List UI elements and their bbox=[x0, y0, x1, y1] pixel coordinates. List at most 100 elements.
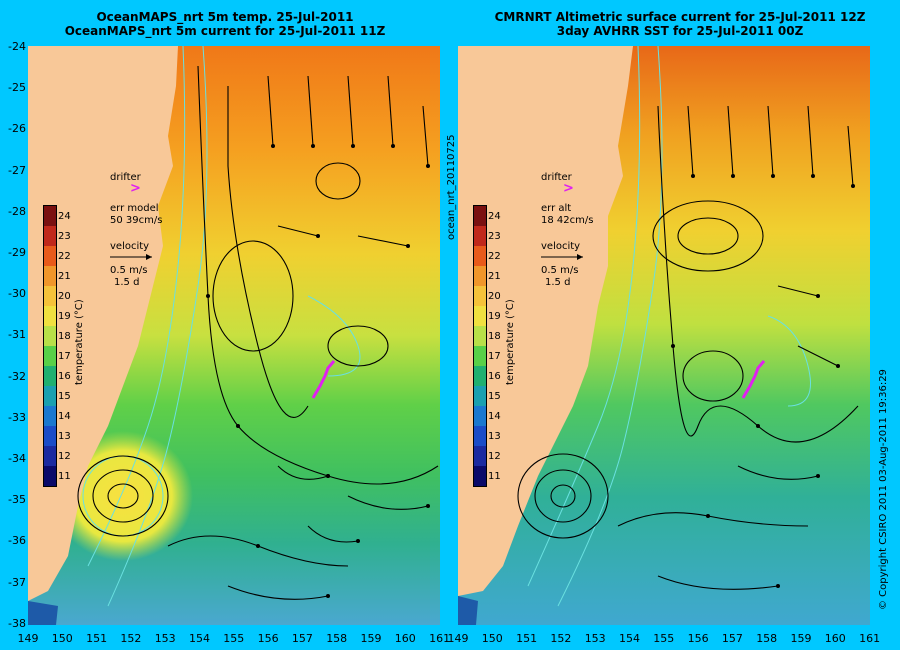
longitude-label: 151 bbox=[86, 632, 108, 645]
right-colorbar bbox=[473, 205, 487, 487]
longitude-label: 160 bbox=[394, 632, 416, 645]
latitude-label: -29 bbox=[8, 246, 26, 259]
colorbar-tick-label: 11 bbox=[58, 471, 71, 482]
longitude-label: 150 bbox=[481, 632, 503, 645]
right-arrow-dots bbox=[671, 174, 855, 588]
right-title-line2: 3day AVHRR SST for 25-Jul-2011 00Z bbox=[556, 24, 804, 38]
colorbar-tick-label: 18 bbox=[58, 331, 71, 342]
right-colorbar-label: temperature (°C) bbox=[505, 299, 516, 385]
longitude-label: 155 bbox=[653, 632, 675, 645]
colorbar-tick-label: 17 bbox=[488, 351, 501, 362]
left-map-svg bbox=[28, 46, 440, 625]
copyright-label: © Copyright CSIRO 2011 03-Aug-2011 19:36… bbox=[878, 369, 889, 610]
latitude-label: -33 bbox=[8, 410, 26, 424]
left-velocity-label: velocity bbox=[110, 241, 150, 252]
latitude-label: -28 bbox=[8, 204, 26, 218]
left-drifter-marker-icon: > bbox=[130, 181, 141, 196]
colorbar-tick-label: 24 bbox=[58, 211, 71, 222]
right-title-line1: CMRNRT Altimetric surface current for 25… bbox=[494, 10, 866, 24]
left-title: OceanMAPS_nrt 5m temp. 25-Jul-2011 Ocean… bbox=[60, 10, 390, 38]
colorbar-tick-label: 19 bbox=[488, 311, 501, 322]
longitude-label: 152 bbox=[550, 632, 572, 645]
colorbar-tick-label: 14 bbox=[58, 411, 71, 422]
left-velocity-scale-2: 1.5 d bbox=[114, 277, 140, 288]
right-map-panel[interactable] bbox=[458, 46, 870, 625]
colorbar-tick-label: 12 bbox=[58, 451, 71, 462]
left-err-line2: 50 39cm/s bbox=[110, 215, 163, 226]
longitude-label: 161 bbox=[429, 632, 451, 645]
colorbar-tick-label: 17 bbox=[58, 351, 71, 362]
latitude-label: -32 bbox=[8, 369, 26, 383]
colorbar-tick-label: 22 bbox=[58, 251, 71, 262]
left-arrow-dots bbox=[206, 144, 430, 598]
colorbar-tick-label: 15 bbox=[488, 391, 501, 402]
left-velocity-arrow-icon bbox=[110, 254, 152, 260]
colorbar-tick-label: 12 bbox=[488, 451, 501, 462]
left-colorbar-label: temperature (°C) bbox=[74, 299, 85, 385]
right-velocity-scale-1: 0.5 m/s bbox=[541, 265, 579, 276]
right-land-south bbox=[458, 596, 478, 625]
longitude-label: 153 bbox=[584, 632, 606, 645]
right-err-line2: 18 42cm/s bbox=[541, 215, 594, 226]
right-velocity-label: velocity bbox=[541, 241, 581, 252]
latitude-label: -26 bbox=[8, 122, 26, 136]
longitude-label: 161 bbox=[859, 632, 881, 645]
right-drifter-track bbox=[741, 360, 766, 399]
right-colorbar-fill bbox=[474, 206, 486, 486]
colorbar-tick-label: 19 bbox=[58, 311, 71, 322]
colorbar-tick-label: 16 bbox=[488, 371, 501, 382]
right-velocity-scale-2: 1.5 d bbox=[545, 277, 571, 288]
longitude-label: 149 bbox=[447, 632, 469, 645]
longitude-label: 157 bbox=[291, 632, 313, 645]
latitude-label: -35 bbox=[8, 493, 26, 507]
left-contours bbox=[82, 46, 361, 607]
latitude-label: -25 bbox=[8, 81, 26, 95]
colorbar-tick-label: 24 bbox=[488, 211, 501, 222]
colorbar-tick-label: 20 bbox=[488, 291, 501, 302]
longitude-label: 158 bbox=[756, 632, 778, 645]
colorbar-tick-label: 23 bbox=[488, 231, 501, 242]
right-drifter-label: drifter bbox=[541, 172, 572, 183]
left-drifter-label: drifter bbox=[110, 172, 141, 183]
colorbar-tick-label: 13 bbox=[58, 431, 71, 442]
right-drifter-marker-icon: > bbox=[563, 181, 574, 196]
latitude-label: -27 bbox=[8, 163, 26, 177]
left-land bbox=[28, 46, 178, 601]
longitude-label: 152 bbox=[120, 632, 142, 645]
longitude-label: 160 bbox=[824, 632, 846, 645]
longitude-label: 159 bbox=[790, 632, 812, 645]
colorbar-tick-label: 23 bbox=[58, 231, 71, 242]
left-land-south bbox=[28, 601, 58, 625]
longitude-label: 154 bbox=[619, 632, 640, 645]
right-land bbox=[458, 46, 633, 596]
longitude-label: 151 bbox=[516, 632, 538, 645]
colorbar-tick-label: 20 bbox=[58, 291, 71, 302]
left-colorbar bbox=[43, 205, 57, 487]
colorbar-tick-label: 14 bbox=[488, 411, 501, 422]
left-title-line2: OceanMAPS_nrt 5m current for 25-Jul-2011… bbox=[64, 24, 386, 38]
longitude-label: 157 bbox=[721, 632, 743, 645]
colorbar-tick-label: 18 bbox=[488, 331, 501, 342]
colorbar-tick-label: 13 bbox=[488, 431, 501, 442]
left-err-line1: err model bbox=[110, 203, 159, 214]
right-velocity-arrow-icon bbox=[541, 254, 583, 260]
left-streamlines bbox=[77, 65, 439, 600]
left-map-panel[interactable] bbox=[28, 46, 440, 625]
colorbar-tick-label: 22 bbox=[488, 251, 501, 262]
longitude-label: 156 bbox=[257, 632, 279, 645]
longitude-label: 150 bbox=[51, 632, 73, 645]
latitude-label: -34 bbox=[8, 452, 26, 465]
middle-vertical-label: ocean_nrt_20110725 bbox=[446, 134, 457, 240]
colorbar-tick-label: 21 bbox=[58, 271, 71, 282]
left-drifter-track bbox=[311, 360, 336, 399]
left-velocity-scale-1: 0.5 m/s bbox=[110, 265, 148, 276]
right-title: CMRNRT Altimetric surface current for 25… bbox=[470, 10, 890, 38]
colorbar-tick-label: 16 bbox=[58, 371, 71, 382]
left-title-line1: OceanMAPS_nrt 5m temp. 25-Jul-2011 bbox=[96, 10, 354, 24]
longitude-label: 154 bbox=[189, 632, 210, 645]
longitude-label: 153 bbox=[154, 632, 176, 645]
latitude-label: -24 bbox=[8, 40, 26, 53]
latitude-label: -30 bbox=[8, 287, 26, 301]
latitude-label: -36 bbox=[8, 534, 26, 548]
longitude-label: 156 bbox=[687, 632, 709, 645]
